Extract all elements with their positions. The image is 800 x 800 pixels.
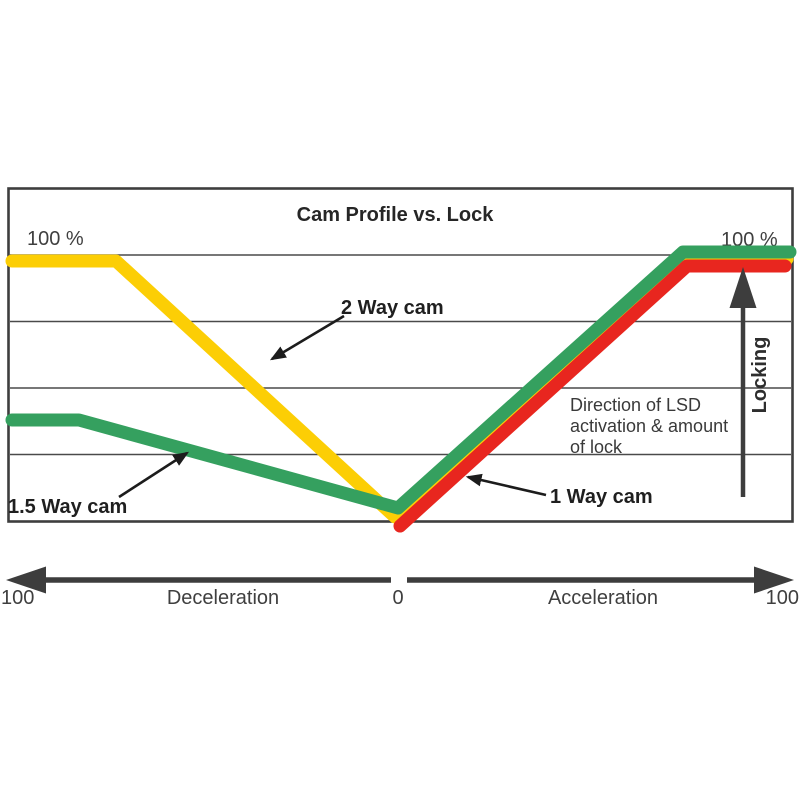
locking-label: Locking — [749, 337, 771, 414]
deceleration-label: Deceleration — [167, 587, 279, 609]
acceleration-label: Acceleration — [548, 587, 658, 609]
one-way-pointer-arrow — [465, 473, 547, 497]
axis-tick-left-100: 100 — [1, 587, 34, 609]
direction-note-line1: Direction of LSD — [570, 395, 701, 415]
chart-title: Cam Profile vs. Lock — [297, 204, 495, 226]
axis-tick-right-100: 100 — [766, 587, 799, 609]
locking-arrow-head-icon — [729, 267, 757, 308]
plot-border — [7, 187, 794, 523]
one-way-cam-label: 1 Way cam — [550, 486, 653, 508]
axis-tick-zero: 0 — [392, 587, 403, 609]
two-way-cam-label: 2 Way cam — [341, 297, 444, 319]
one-five-way-cam-label: 1.5 Way cam — [8, 496, 127, 518]
direction-note-line3: of lock — [570, 437, 623, 457]
one-way-cam-line — [393, 259, 792, 533]
two-way-cam-line — [5, 252, 794, 524]
acceleration-arrow-head-icon — [754, 566, 794, 594]
two-way-pointer-arrow — [269, 314, 345, 361]
one-five-way-pointer-arrow — [118, 451, 190, 499]
deceleration-arrow-head-icon — [6, 566, 46, 594]
top-left-100-label: 100 % — [27, 228, 84, 250]
one-five-way-cam-line — [5, 245, 797, 515]
direction-note-line2: activation & amount — [570, 416, 728, 436]
